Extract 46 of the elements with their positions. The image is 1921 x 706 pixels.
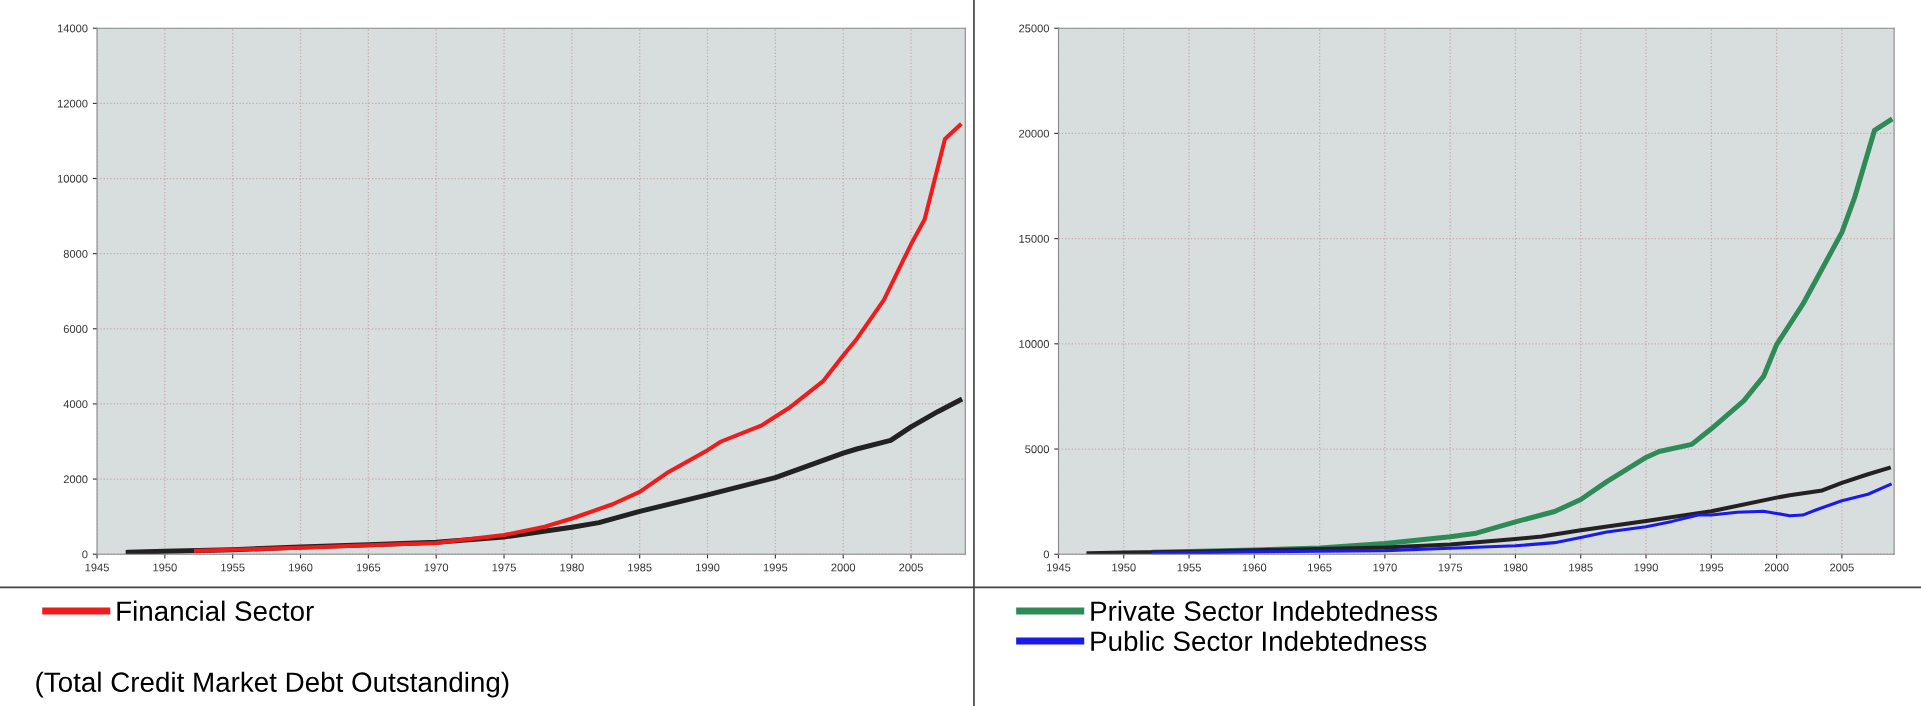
x-tick-label: 1980 [560,563,584,572]
x-tick-label: 1950 [153,563,177,572]
x-tick-label: 1985 [628,563,652,572]
x-tick-label: 1965 [1308,563,1332,572]
x-tick-label: 1960 [1242,563,1267,572]
x-tick-label: 1980 [1503,563,1528,572]
y-tick-label: 10000 [1019,340,1050,348]
x-tick-label: 1975 [1438,563,1463,572]
x-tick-label: 2005 [1830,563,1854,572]
x-tick-label: 1955 [221,563,245,572]
line-series [1152,483,1892,555]
x-tick-label: 1970 [424,563,449,572]
y-tick-label: 0 [82,550,88,559]
legend-label: Public Sector Indebtedness [1091,630,1427,652]
x-tick-label: 1960 [289,563,313,572]
legend-label: Financial Sector [117,600,314,622]
x-tick-label: 1995 [763,563,788,572]
y-tick-label: 0 [1043,550,1050,559]
line-series [194,123,962,553]
x-tick-label: 1995 [1699,563,1724,572]
x-tick-label: 1985 [1569,563,1593,572]
y-tick-label: 12000 [57,99,88,108]
y-tick-label: 5000 [1025,445,1050,454]
x-tick-label: 1945 [1046,563,1071,572]
x-tick-label: 2005 [899,563,923,572]
y-tick-label: 14000 [57,24,88,33]
y-tick-label: 15000 [1019,234,1050,243]
x-tick-label: 1955 [1177,563,1201,572]
x-tick-label: 1990 [696,563,720,572]
text: (Total Credit Market Debt Outstanding) [36,671,509,698]
x-tick-label: 1945 [85,563,109,572]
x-tick-label: 1965 [356,563,381,572]
y-tick-label: 6000 [63,325,88,333]
y-tick-label: 25000 [1019,24,1050,33]
x-tick-label: 1970 [1373,563,1397,572]
y-tick-label: 10000 [57,174,88,183]
legend-label: Private Sector Indebtedness [1091,600,1438,622]
y-tick-label: 4000 [63,400,88,409]
x-tick-label: 2000 [1764,563,1789,572]
x-tick-label: 1950 [1112,563,1136,572]
y-tick-label: 8000 [63,249,88,258]
x-tick-label: 1990 [1634,563,1658,572]
y-tick-label: 20000 [1019,129,1050,138]
x-tick-label: 2000 [831,563,856,572]
x-tick-label: 1975 [492,563,516,572]
y-tick-label: 2000 [63,475,88,484]
